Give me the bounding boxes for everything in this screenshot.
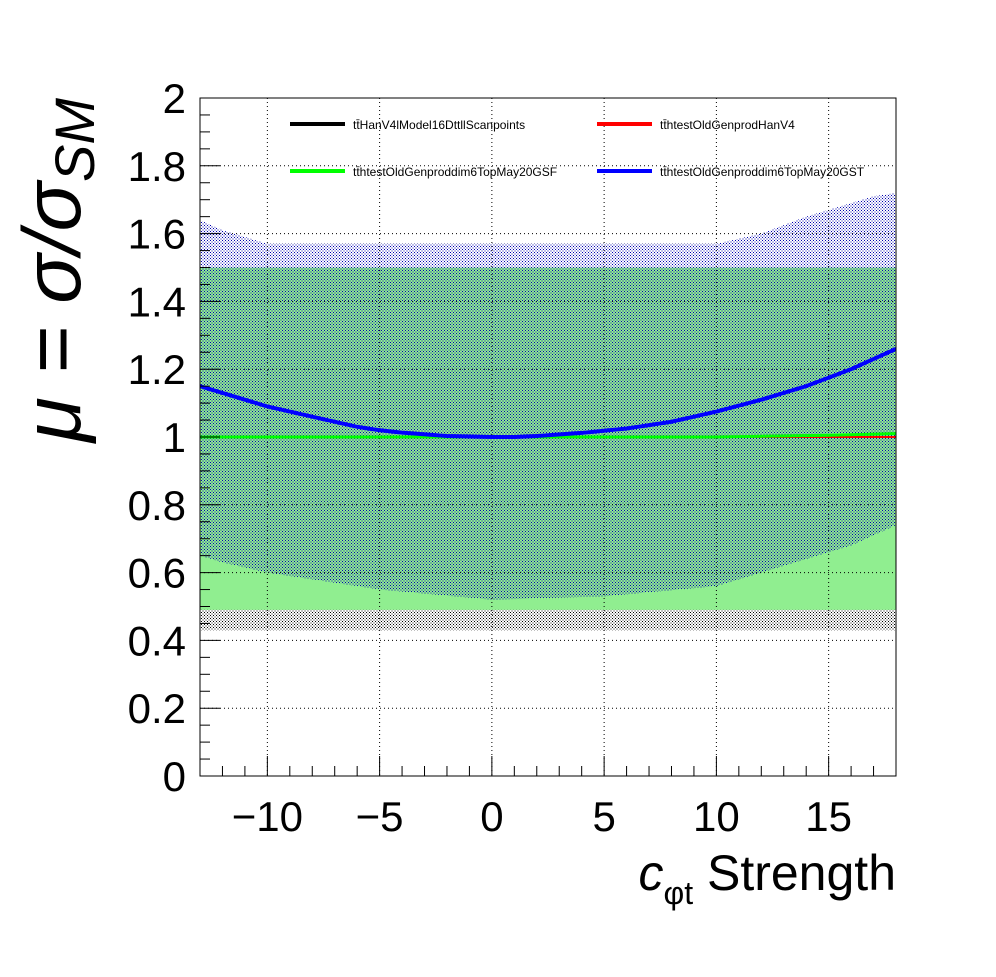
legend-label-1: tt̄HanV4lModel16DttllScanpoints xyxy=(353,118,525,132)
y-tick-label: 1.2 xyxy=(128,346,186,393)
y-tick-label: 0.8 xyxy=(128,482,186,529)
band-blue-uncertainty xyxy=(200,192,896,600)
x-axis-label-main: c xyxy=(638,845,663,901)
legend-label-3: tt̄htestOldGenproddim6TopMay20GSF xyxy=(353,165,557,179)
x-tick-label: 5 xyxy=(592,793,615,840)
y-tick-label: 2 xyxy=(163,75,186,122)
y-tick-label: 1.8 xyxy=(128,143,186,190)
series-lines xyxy=(200,347,896,439)
y-tick-label: 1.4 xyxy=(128,278,186,325)
x-axis-label-rest: Strength xyxy=(693,845,896,901)
x-tick-label: −5 xyxy=(356,793,404,840)
y-tick-label: 0 xyxy=(163,753,186,800)
y-axis-label: μ = σ/σSM xyxy=(7,98,106,444)
x-axis-label: cφt Strength xyxy=(638,845,896,911)
x-tick-label: −10 xyxy=(232,793,303,840)
axis-ticks xyxy=(199,97,897,777)
series-line-4 xyxy=(200,347,896,439)
uncertainty-bands xyxy=(200,192,896,631)
y-tick-label: 0.2 xyxy=(128,685,186,732)
y-tick-label: 0.6 xyxy=(128,550,186,597)
legend-label-2: tt̄htestOldGenprodHanV4 xyxy=(660,118,795,132)
x-axis-label-sub: φt xyxy=(663,875,693,911)
legend: tt̄HanV4lModel16DttllScanpoints tt̄htestO… xyxy=(290,118,865,179)
y-tick-label: 1.6 xyxy=(128,211,186,258)
x-tick-label: 15 xyxy=(805,793,852,840)
y-axis-label-sub: SM xyxy=(43,98,106,182)
y-tick-label: 0.4 xyxy=(128,617,186,664)
x-tick-label: 10 xyxy=(693,793,740,840)
tick-labels: −10 −5 0 5 10 15 0 0.2 0.4 0.6 0.8 1 1.2 1.4 1.6 1.8 2 xyxy=(128,75,852,840)
x-tick-label: 0 xyxy=(480,793,503,840)
y-tick-label: 1 xyxy=(163,414,186,461)
y-axis-label-prefix: μ = σ/σ xyxy=(7,178,98,444)
legend-label-4: tt̄htestOldGenproddim6TopMay20GST xyxy=(660,165,865,179)
